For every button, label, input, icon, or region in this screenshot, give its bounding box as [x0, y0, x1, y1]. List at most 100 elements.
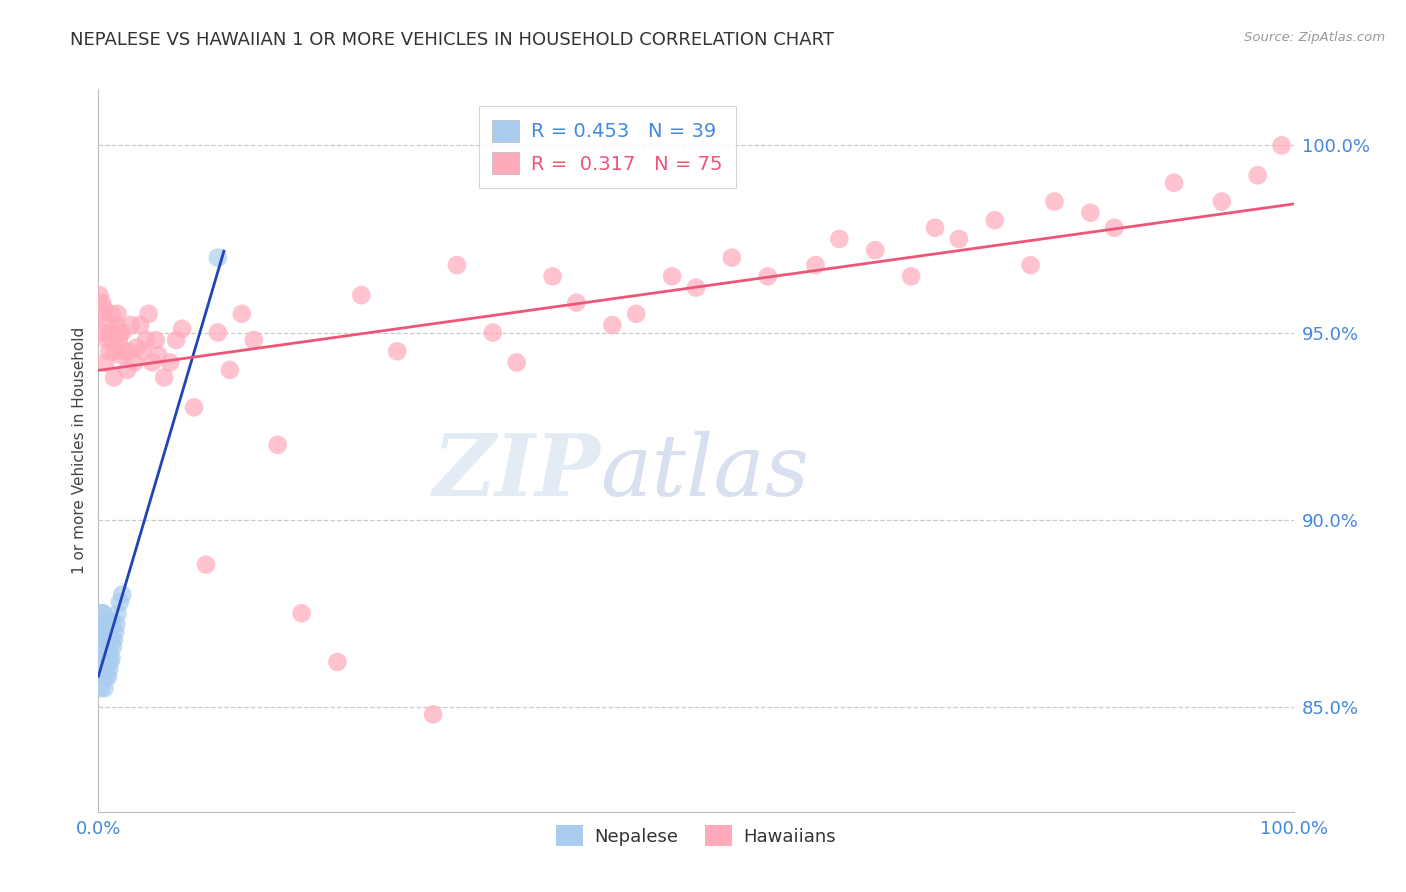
Point: [385, 344, 409, 359]
Point: [804, 258, 827, 272]
Point: [828, 232, 851, 246]
Point: [101, 333, 124, 347]
Point: [93, 681, 115, 696]
Point: [661, 269, 683, 284]
Point: [91, 295, 114, 310]
Point: [1211, 194, 1233, 209]
Point: [108, 326, 131, 340]
Point: [98, 655, 122, 669]
Point: [422, 707, 444, 722]
Point: [93, 625, 115, 640]
Point: [104, 625, 127, 640]
Point: [94, 640, 117, 654]
Point: [91, 663, 114, 677]
Point: [89, 625, 111, 640]
Point: [115, 363, 138, 377]
Point: [1271, 138, 1294, 153]
Point: [948, 232, 970, 246]
Point: [231, 307, 253, 321]
Point: [94, 355, 117, 369]
Point: [207, 251, 229, 265]
Point: [96, 617, 118, 632]
Point: [207, 326, 229, 340]
Point: [90, 681, 112, 696]
Point: [243, 333, 266, 347]
Point: [94, 670, 117, 684]
Point: [93, 644, 115, 658]
Point: [900, 269, 922, 284]
Point: [97, 614, 120, 628]
Point: [1247, 169, 1270, 183]
Point: [602, 318, 624, 332]
Point: [97, 318, 120, 332]
Point: [107, 607, 129, 621]
Point: [145, 333, 167, 347]
Point: [91, 625, 114, 640]
Point: [131, 344, 153, 359]
Point: [91, 663, 114, 677]
Point: [91, 607, 114, 621]
Point: [326, 655, 349, 669]
Point: [100, 307, 122, 321]
Point: [124, 355, 146, 369]
Point: [541, 269, 564, 284]
Point: [89, 288, 111, 302]
Point: [107, 307, 129, 321]
Point: [183, 401, 205, 415]
Point: [865, 243, 887, 257]
Point: [111, 588, 134, 602]
Text: ZIP: ZIP: [433, 430, 600, 514]
Point: [101, 617, 124, 632]
Point: [135, 333, 157, 347]
Point: [481, 326, 505, 340]
Point: [1043, 194, 1066, 209]
Point: [93, 303, 115, 318]
Point: [108, 595, 131, 609]
Point: [91, 607, 114, 621]
Point: [97, 670, 120, 684]
Point: [446, 258, 468, 272]
Point: [685, 280, 707, 294]
Point: [1019, 258, 1042, 272]
Point: [195, 558, 218, 572]
Point: [98, 326, 122, 340]
Point: [125, 341, 148, 355]
Point: [565, 295, 588, 310]
Point: [100, 632, 122, 647]
Point: [350, 288, 373, 302]
Point: [103, 632, 125, 647]
Point: [924, 220, 946, 235]
Point: [111, 326, 134, 340]
Point: [98, 663, 121, 677]
Point: [98, 644, 121, 658]
Point: [96, 333, 118, 347]
Point: [219, 363, 242, 377]
Text: atlas: atlas: [600, 431, 810, 514]
Point: [141, 355, 163, 369]
Point: [90, 307, 112, 321]
Point: [96, 636, 118, 650]
Point: [97, 632, 120, 647]
Point: [103, 370, 125, 384]
Point: [91, 326, 114, 340]
Point: [159, 355, 181, 369]
Point: [120, 318, 142, 332]
Text: Source: ZipAtlas.com: Source: ZipAtlas.com: [1244, 31, 1385, 45]
Point: [756, 269, 779, 284]
Point: [165, 333, 187, 347]
Point: [267, 438, 290, 452]
Point: [105, 318, 128, 332]
Point: [98, 614, 122, 628]
Point: [104, 344, 127, 359]
Point: [138, 307, 160, 321]
Point: [117, 344, 139, 359]
Point: [114, 344, 136, 359]
Text: NEPALESE VS HAWAIIAN 1 OR MORE VEHICLES IN HOUSEHOLD CORRELATION CHART: NEPALESE VS HAWAIIAN 1 OR MORE VEHICLES …: [70, 31, 834, 49]
Point: [1080, 205, 1102, 219]
Point: [148, 348, 170, 362]
Point: [90, 625, 112, 640]
Point: [100, 651, 122, 665]
Point: [172, 322, 194, 336]
Point: [98, 344, 121, 359]
Point: [107, 333, 129, 347]
